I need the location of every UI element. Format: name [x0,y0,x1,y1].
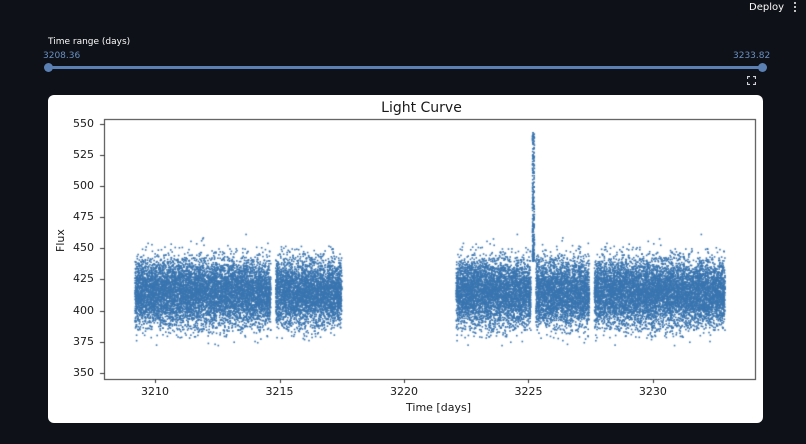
x-axis-label: Time [days] [406,401,471,414]
app-header: Deploy [0,0,806,18]
y-tick-label: 450 [73,241,94,255]
fullscreen-button[interactable] [745,74,758,87]
y-tick-label: 425 [73,272,94,286]
chart-title: Light Curve [381,100,462,116]
y-tick-label: 375 [73,334,94,348]
x-tick-label: 3210 [141,385,170,398]
x-tick-label: 3225 [514,385,543,398]
chart-card: Light Curve Flux Time [days] 350 375 400 42… [48,95,763,423]
y-tick-label: 400 [73,303,94,317]
slider-track[interactable] [48,66,763,69]
y-tick-label: 500 [73,179,94,193]
slider-max-handle[interactable] [758,63,767,72]
y-tick-label: 525 [73,148,94,162]
x-tick-label: 3220 [389,385,418,398]
slider-min-value: 3208.36 [43,51,81,61]
slider-label: Time range (days) [48,37,131,47]
scatter-plot-canvas [48,95,763,423]
x-tick-label: 3215 [265,385,294,398]
y-tick-label: 550 [73,116,94,130]
y-tick-label: 350 [73,365,94,379]
y-tick-label: 475 [73,210,94,224]
slider-min-handle[interactable] [44,63,53,72]
fullscreen-expand-icon [747,76,756,85]
vertical-ellipsis-icon [792,2,798,12]
x-tick-label: 3230 [638,385,667,398]
slider-max-value: 3233.82 [733,51,771,61]
main-menu-button[interactable] [792,2,798,14]
deploy-button[interactable]: Deploy [749,2,785,13]
